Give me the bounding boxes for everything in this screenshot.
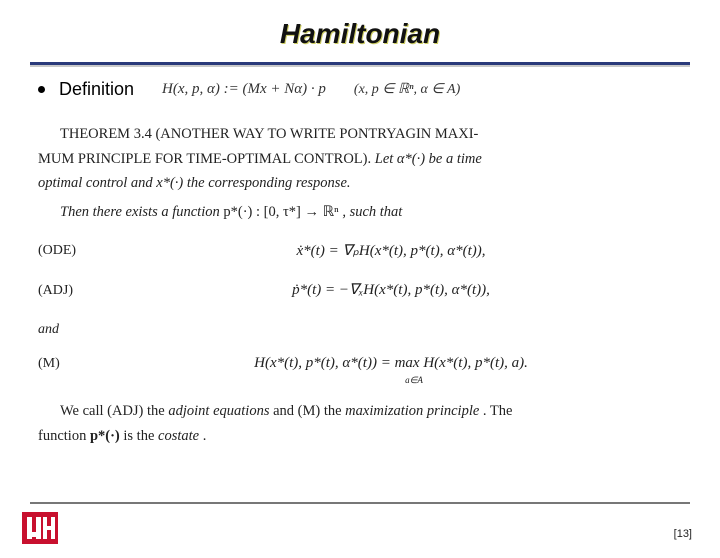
adj-tag: (ADJ) (38, 279, 110, 303)
theorem-intro1: Let α*(·) be a time (375, 151, 482, 167)
slide-title: Hamiltonian (0, 18, 720, 50)
adjoint-equations-term: adjoint equations (168, 403, 269, 419)
m-subscript: a∈A (405, 375, 423, 385)
closing-line2-mid: is the (123, 428, 158, 444)
closing-line2-post: . (203, 428, 207, 444)
closing-mid: and (M) the (273, 403, 345, 419)
adj-equation: ṗ*(t) = −∇ₓH(x*(t), p*(t), α*(t)), (110, 278, 672, 304)
costate-fn: p*(·) (90, 428, 120, 444)
theorem-intro2: optimal control and x*(·) the correspond… (38, 171, 672, 196)
page-number: [13] (674, 528, 692, 540)
m-tag: (M) (38, 352, 110, 376)
uh-logo-icon (22, 512, 58, 544)
content-area: Definition H(x, p, α) := (Mx + Nα) · p (… (0, 65, 720, 448)
maximization-principle-term: maximization principle (345, 403, 479, 419)
closing-pre: We call (ADJ) the (60, 403, 168, 419)
adj-row: (ADJ) ṗ*(t) = −∇ₓH(x*(t), p*(t), α*(t)), (38, 278, 672, 304)
definition-label: Definition (59, 79, 134, 100)
m-row: (M) H(x*(t), p*(t), α*(t)) = max H(x*(t)… (38, 351, 672, 377)
and-text: and (38, 318, 672, 342)
ode-tag: (ODE) (38, 239, 110, 263)
closing-line2-pre: function (38, 428, 90, 444)
theorem-label: THEOREM 3.4 (60, 126, 152, 142)
m-equation: H(x*(t), p*(t), α*(t)) = max H(x*(t), p*… (110, 351, 672, 377)
theorem-name-line1: (ANOTHER WAY TO WRITE PONTRYAGIN MAXI- (152, 126, 479, 142)
footer-rule (30, 502, 690, 504)
hamiltonian-definition: H(x, p, α) := (Mx + Nα) · p (162, 81, 326, 98)
definition-row: Definition H(x, p, α) := (Mx + Nα) · p (… (38, 79, 672, 100)
theorem-p-function: p*(·) : [0, τ*] → ℝⁿ (223, 204, 338, 220)
definition-bullet: Definition (38, 79, 134, 100)
costate-term: costate (158, 428, 199, 444)
ode-row: (ODE) ẋ*(t) = ∇ₚH(x*(t), p*(t), α*(t)), (38, 239, 672, 265)
closing-post: . The (483, 403, 513, 419)
theorem-intro3-pre: Then there exists a function (60, 204, 223, 220)
bullet-icon (38, 86, 45, 93)
theorem-intro3-post: , such that (342, 204, 402, 220)
theorem-block: THEOREM 3.4 (ANOTHER WAY TO WRITE PONTRY… (38, 122, 672, 448)
hamiltonian-domain: (x, p ∈ ℝⁿ, α ∈ A) (354, 81, 460, 98)
theorem-name-line2: MUM PRINCIPLE FOR TIME-OPTIMAL CONTROL). (38, 151, 371, 167)
ode-equation: ẋ*(t) = ∇ₚH(x*(t), p*(t), α*(t)), (110, 239, 672, 265)
